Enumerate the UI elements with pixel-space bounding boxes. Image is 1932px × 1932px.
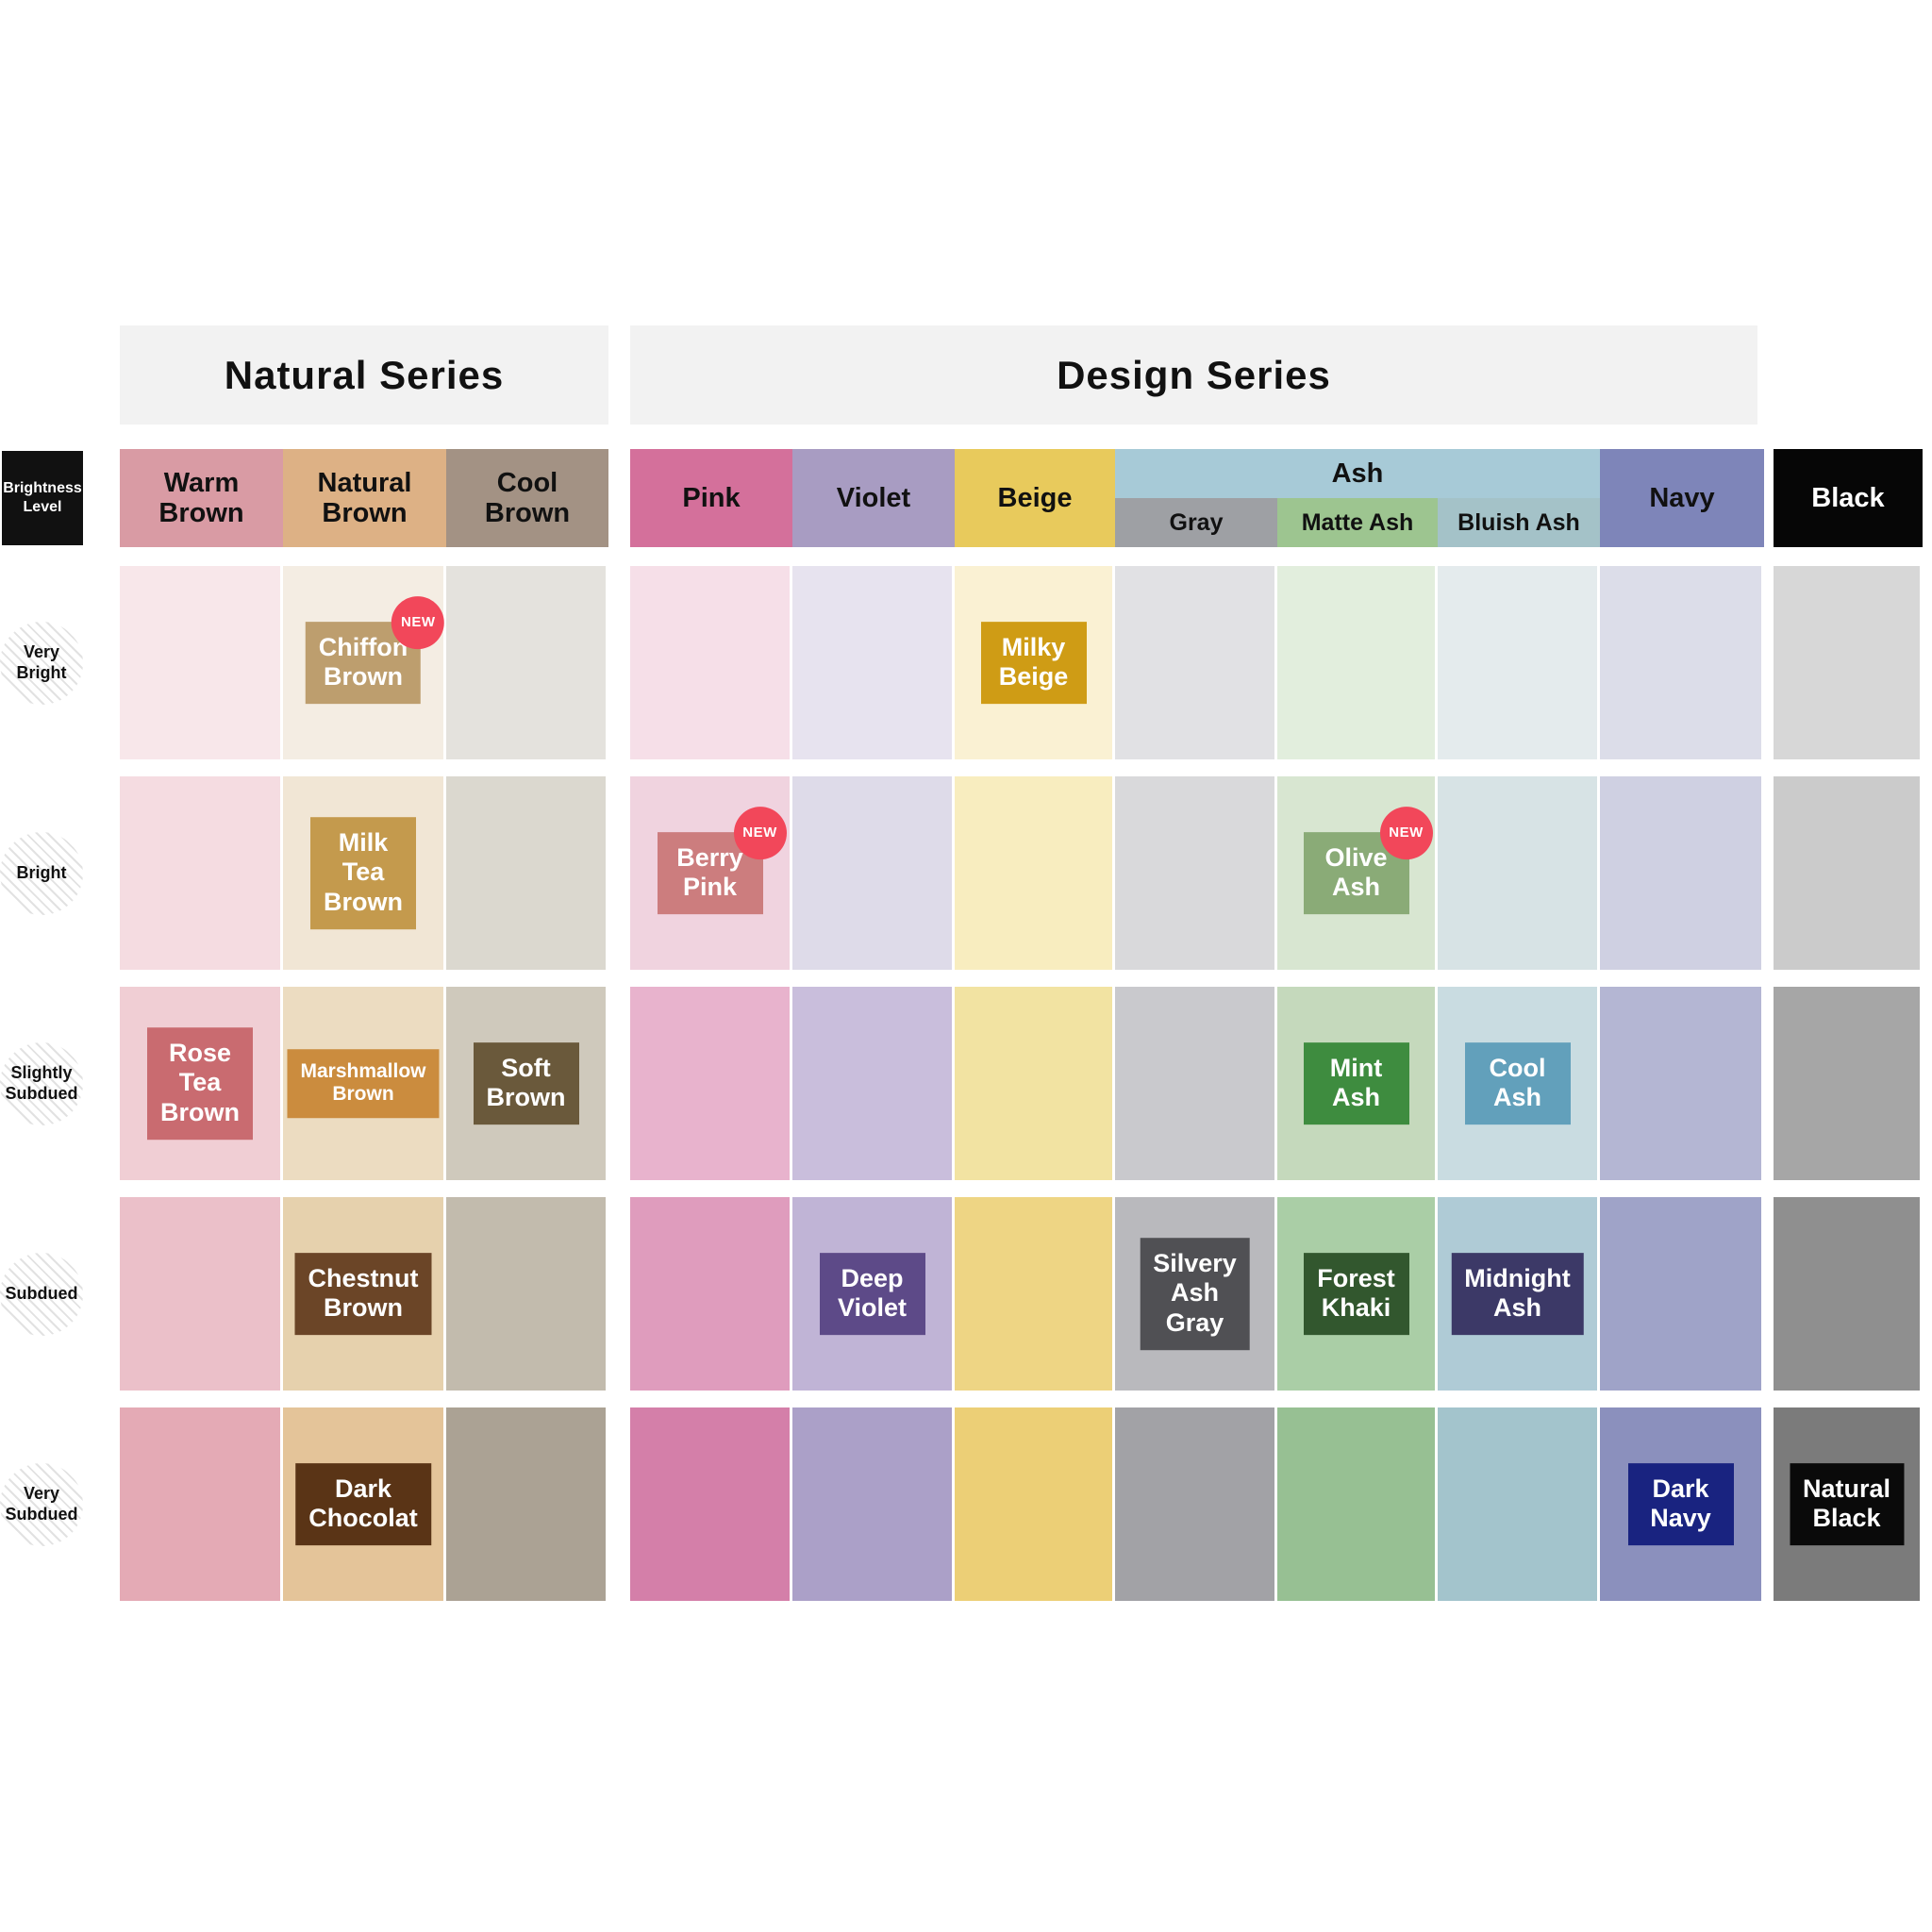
grid-cell bbox=[792, 776, 952, 970]
grid-cell bbox=[1774, 776, 1920, 970]
swatch-chip-midnight-ash: Midnight Ash bbox=[1451, 1252, 1584, 1336]
grid-cell: Chiffon Brown NEW bbox=[283, 566, 445, 759]
grid-cell bbox=[1600, 987, 1761, 1180]
grid-cell: Milk Tea Brown bbox=[283, 776, 443, 970]
grid-cell: Forest Khaki bbox=[1277, 1197, 1435, 1391]
new-badge: NEW bbox=[1379, 806, 1433, 859]
grid-cell bbox=[1774, 987, 1920, 1180]
grid-cell bbox=[792, 1407, 952, 1601]
column-header-cool-brown: Cool Brown bbox=[446, 449, 608, 547]
brightness-level-box: Brightness Level bbox=[2, 451, 83, 545]
grid-cell bbox=[1438, 776, 1597, 970]
brightness-row-label: Bright bbox=[0, 831, 83, 915]
grid-cell: Silvery Ash Gray bbox=[1115, 1197, 1274, 1391]
grid-cell bbox=[630, 1407, 790, 1601]
column-header-matte-ash: Matte Ash bbox=[1277, 498, 1438, 547]
swatch-chip-olive-ash: Olive Ash NEW bbox=[1303, 806, 1433, 915]
grid-cell bbox=[955, 1407, 1112, 1601]
grid-cell bbox=[1115, 1407, 1274, 1601]
grid-cell: Soft Brown bbox=[446, 987, 606, 1180]
grid-cell bbox=[1774, 566, 1920, 759]
column-header-warm-brown: Warm Brown bbox=[120, 449, 283, 547]
grid-cell: Cool Ash bbox=[1438, 987, 1597, 1180]
grid-cell: Rose Tea Brown bbox=[120, 987, 280, 1180]
swatch-chip-chestnut-brown: Chestnut Brown bbox=[294, 1252, 432, 1336]
grid-cell: Milky Beige bbox=[955, 566, 1112, 759]
grid-cell bbox=[120, 566, 280, 759]
grid-cell bbox=[1115, 776, 1274, 970]
new-badge: NEW bbox=[733, 806, 787, 859]
column-header-ash: Ash bbox=[1115, 449, 1600, 498]
column-header-beige: Beige bbox=[955, 449, 1115, 547]
swatch-chip-milky-beige: Milky Beige bbox=[980, 621, 1087, 705]
swatch-chip-cool-ash: Cool Ash bbox=[1464, 1041, 1571, 1125]
column-header-pink: Pink bbox=[630, 449, 792, 547]
grid-cell bbox=[1438, 566, 1597, 759]
column-header-violet: Violet bbox=[792, 449, 955, 547]
grid-cell bbox=[1277, 566, 1435, 759]
grid-cell bbox=[955, 776, 1112, 970]
swatch-chip-dark-navy: Dark Navy bbox=[1627, 1462, 1734, 1546]
grid-cell bbox=[792, 566, 952, 759]
column-header-natural-brown: Natural Brown bbox=[283, 449, 446, 547]
grid-cell bbox=[955, 987, 1112, 1180]
column-header-bluish-ash: Bluish Ash bbox=[1438, 498, 1600, 547]
grid-cell bbox=[630, 1197, 790, 1391]
grid-cell bbox=[955, 1197, 1112, 1391]
grid-cell bbox=[1277, 1407, 1435, 1601]
grid-cell: Chestnut Brown bbox=[283, 1197, 443, 1391]
series-header-design: Design Series bbox=[630, 325, 1757, 425]
swatch-chip-mint-ash: Mint Ash bbox=[1303, 1041, 1409, 1125]
grid-cell: Mint Ash bbox=[1277, 987, 1435, 1180]
new-badge: NEW bbox=[391, 595, 445, 649]
grid-cell bbox=[792, 987, 952, 1180]
grid-cell bbox=[446, 1197, 606, 1391]
grid-cell: Midnight Ash bbox=[1438, 1197, 1597, 1391]
column-header-gray: Gray bbox=[1115, 498, 1277, 547]
brightness-row-label: Slightly Subdued bbox=[0, 1041, 83, 1125]
grid-cell bbox=[120, 1407, 280, 1601]
grid-cell: Natural Black bbox=[1774, 1407, 1920, 1601]
grid-cell bbox=[630, 987, 790, 1180]
grid-cell bbox=[1115, 987, 1274, 1180]
brightness-row-label: Very Bright bbox=[0, 621, 83, 705]
grid-cell bbox=[1600, 566, 1761, 759]
swatch-chip-rose-tea-brown: Rose Tea Brown bbox=[147, 1026, 253, 1141]
swatch-chip-soft-brown: Soft Brown bbox=[473, 1041, 579, 1125]
grid-cell bbox=[120, 776, 280, 970]
column-header-ash-group: Ash Gray Matte Ash Bluish Ash bbox=[1115, 449, 1600, 547]
column-header-navy: Navy bbox=[1600, 449, 1764, 547]
grid-cell bbox=[630, 566, 790, 759]
swatch-chip-chiffon-brown: Chiffon Brown NEW bbox=[305, 595, 445, 705]
swatch-chip-deep-violet: Deep Violet bbox=[819, 1252, 925, 1336]
series-header-natural: Natural Series bbox=[120, 325, 608, 425]
column-header-black: Black bbox=[1774, 449, 1923, 547]
swatch-chip-forest-khaki: Forest Khaki bbox=[1303, 1252, 1409, 1336]
swatch-chip-natural-black: Natural Black bbox=[1789, 1462, 1905, 1546]
swatch-chip-dark-chocolat: Dark Chocolat bbox=[295, 1462, 431, 1546]
brightness-row-label: Subdued bbox=[0, 1252, 83, 1336]
grid-cell bbox=[1774, 1197, 1920, 1391]
swatch-chip-silvery-ash-gray: Silvery Ash Gray bbox=[1140, 1237, 1250, 1351]
grid-cell bbox=[1600, 1197, 1761, 1391]
grid-cell: Olive Ash NEW bbox=[1277, 776, 1435, 970]
grid-cell bbox=[446, 1407, 606, 1601]
grid-cell bbox=[1438, 1407, 1597, 1601]
grid-cell: Dark Navy bbox=[1600, 1407, 1761, 1601]
swatch-chip-berry-pink: Berry Pink NEW bbox=[657, 806, 787, 915]
swatch-chip-marshmallow-brown: Marshmallow Brown bbox=[287, 1048, 440, 1119]
swatch-chip-milk-tea-brown: Milk Tea Brown bbox=[310, 816, 416, 930]
grid-cell: Berry Pink NEW bbox=[630, 776, 790, 970]
grid-cell bbox=[446, 776, 606, 970]
grid-cell bbox=[446, 566, 606, 759]
grid-cell: Dark Chocolat bbox=[283, 1407, 443, 1601]
grid-cell bbox=[1115, 566, 1274, 759]
grid-cell bbox=[1600, 776, 1761, 970]
grid-cell bbox=[120, 1197, 280, 1391]
grid-cell: Deep Violet bbox=[792, 1197, 952, 1391]
grid-cell: Marshmallow Brown bbox=[283, 987, 443, 1180]
brightness-row-label: Very Subdued bbox=[0, 1462, 83, 1546]
